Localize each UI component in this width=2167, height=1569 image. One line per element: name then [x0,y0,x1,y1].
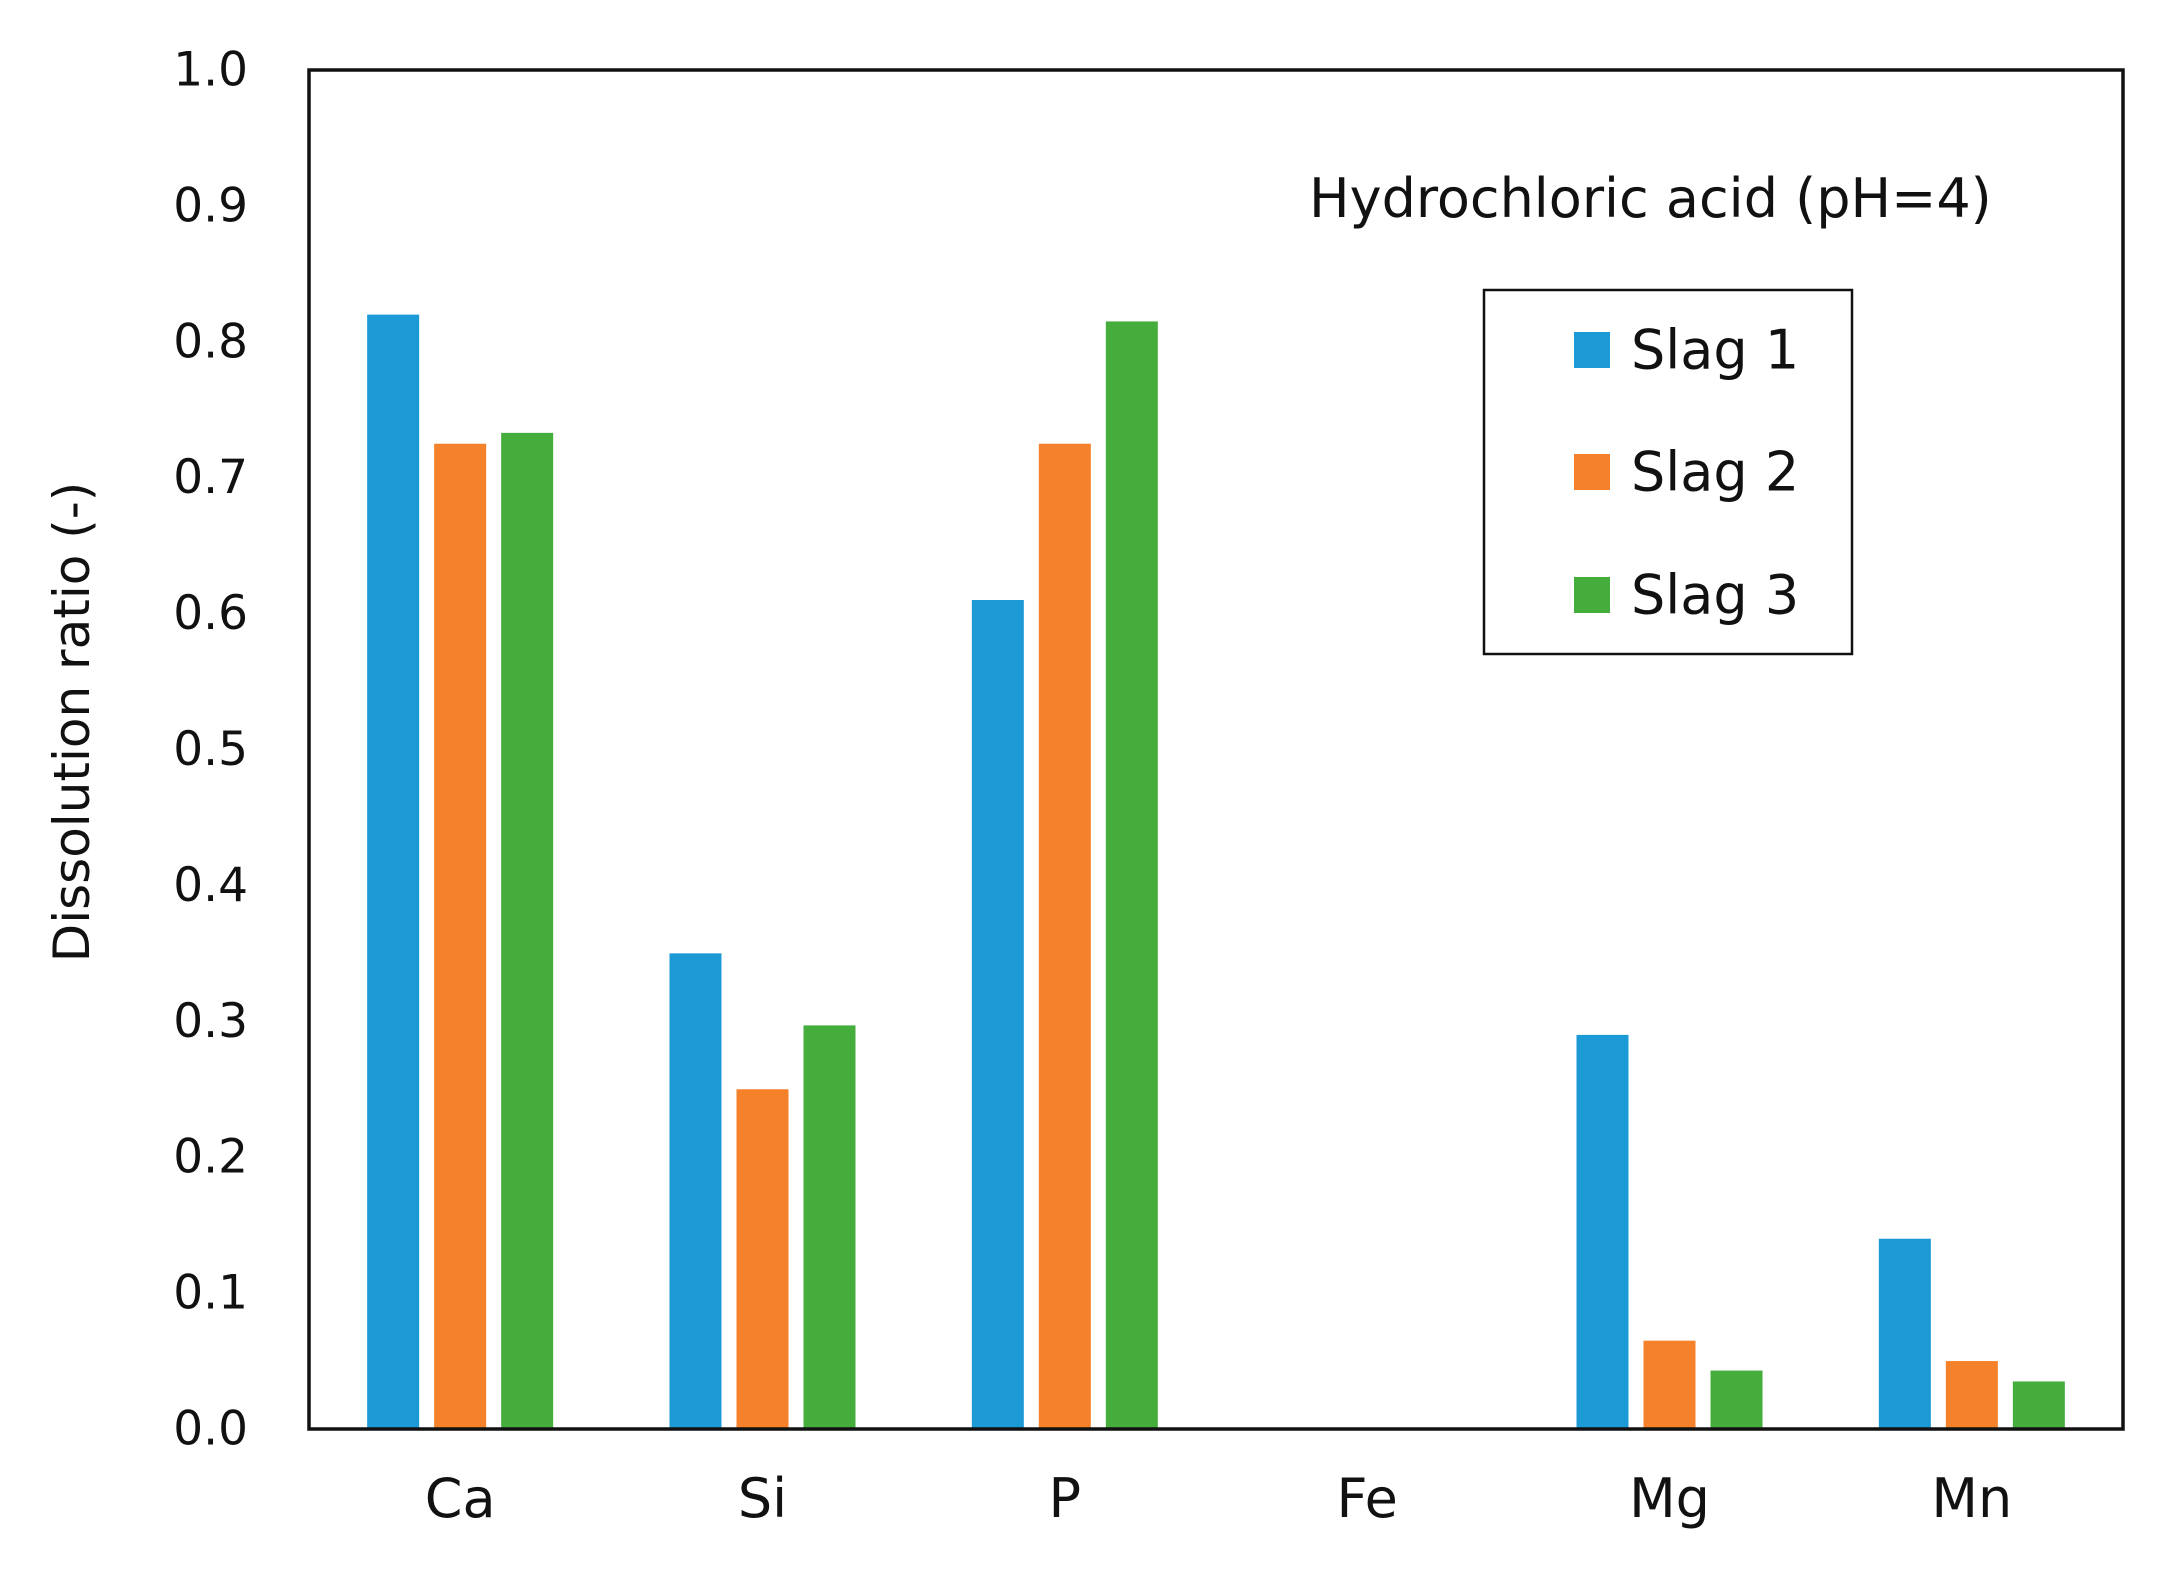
x-tick-label: Mg [1629,1467,1710,1530]
y-tick-label: 0.6 [173,586,248,641]
bar-ca-slag-1 [367,314,420,1429]
plot-frame [307,68,2125,1431]
y-tick-label: 0.5 [173,722,248,777]
y-tick-label: 0.0 [173,1402,248,1457]
y-tick-label: 0.4 [173,858,248,913]
bar-mg-slag-1 [1576,1034,1629,1429]
bar-ca-slag-2 [434,443,487,1430]
bar-p-slag-3 [1105,321,1158,1429]
bar-si-slag-1 [669,953,722,1429]
bar-mn-slag-1 [1878,1238,1931,1429]
legend-label: Slag 3 [1631,564,1799,627]
y-tick-label: 0.3 [173,994,248,1049]
chart-annotation: Hydrochloric acid (pH=4) [1309,167,1992,230]
y-axis-title: Dissolution ratio (-) [43,482,101,963]
y-tick-label: 1.0 [173,43,248,98]
bar-mg-slag-3 [1710,1370,1763,1429]
legend-box [1482,288,1854,656]
bar-si-slag-3 [803,1025,856,1429]
bar-mn-slag-3 [2012,1381,2065,1429]
legend-label: Slag 2 [1631,441,1799,504]
y-tick-label: 0.9 [173,178,248,233]
legend-label: Slag 1 [1631,319,1799,382]
legend-swatch [1574,577,1610,613]
x-tick-label: Fe [1336,1467,1397,1530]
legend-swatch [1574,454,1610,490]
x-tick-label: Si [738,1467,787,1530]
legend-swatch [1574,332,1610,368]
bar-mg-slag-2 [1643,1340,1696,1429]
y-tick-label: 0.7 [173,450,248,505]
legend: Slag 1 Slag 2 Slag 3 [1482,288,1854,656]
x-tick-label: P [1049,1467,1082,1530]
x-axis-labels: Ca Si P Fe Mg Mn [425,1467,2012,1530]
y-tick-label: 0.2 [173,1130,248,1185]
bar-ca-slag-3 [501,432,554,1429]
bars [367,314,2065,1430]
bar-si-slag-2 [736,1089,789,1429]
x-tick-label: Ca [425,1467,496,1530]
bar-mn-slag-2 [1945,1361,1998,1429]
bar-p-slag-1 [971,600,1024,1429]
y-axis-ticks: 0.0 0.1 0.2 0.3 0.4 0.5 0.6 0.7 0.8 0.9 1.0 [173,43,248,1457]
y-tick-label: 0.1 [173,1266,248,1321]
bar-p-slag-2 [1038,443,1091,1430]
x-tick-label: Mn [1931,1467,2012,1530]
y-tick-label: 0.8 [173,314,248,369]
